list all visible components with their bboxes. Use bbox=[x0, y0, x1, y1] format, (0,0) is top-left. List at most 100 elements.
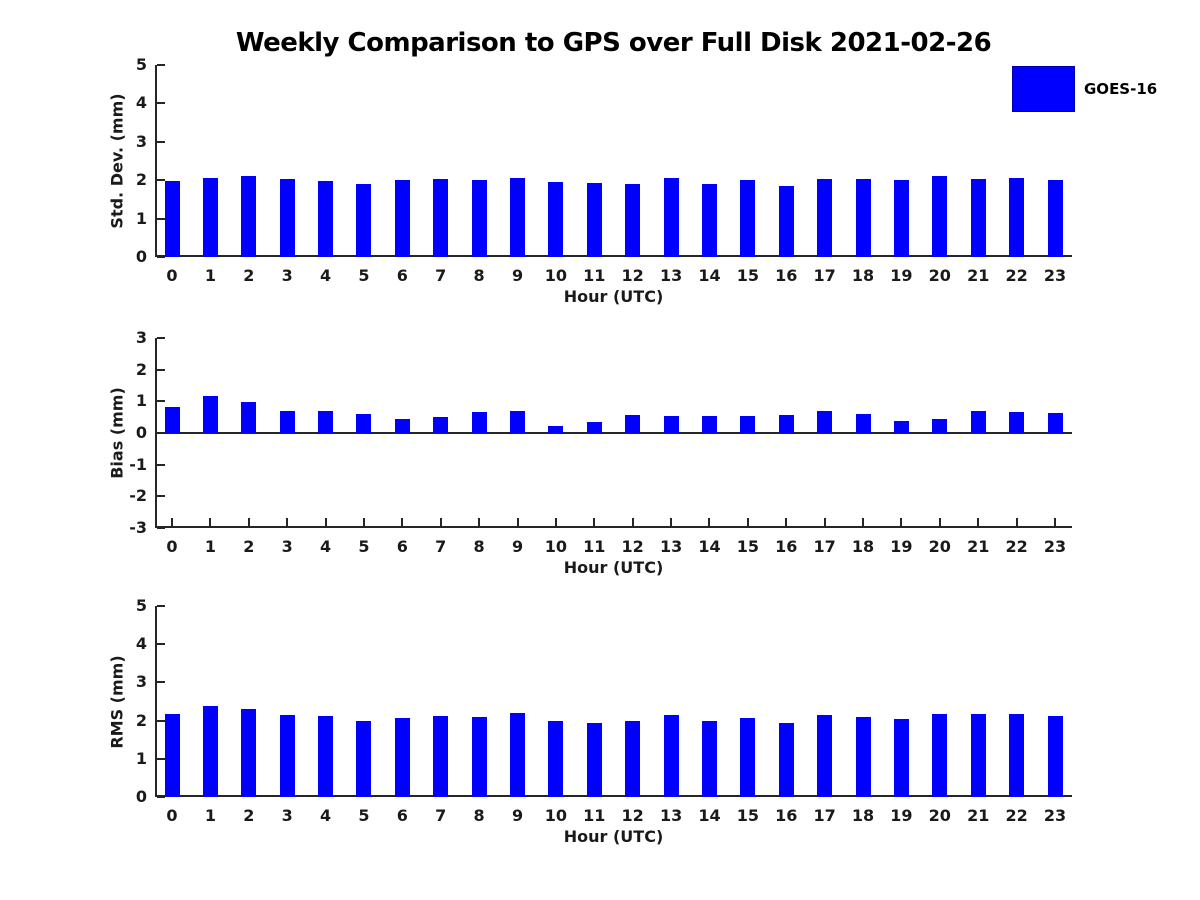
bar-bias-hour-22 bbox=[1009, 411, 1025, 433]
bar-std-dev-hour-5 bbox=[356, 184, 372, 257]
x-tick bbox=[1015, 518, 1018, 526]
bar-rms-hour-17 bbox=[817, 715, 833, 797]
x-tick-label: 4 bbox=[319, 266, 332, 285]
y-tick-label: -3 bbox=[129, 518, 147, 537]
x-tick-label: 11 bbox=[583, 806, 606, 825]
x-tick-label: 6 bbox=[396, 806, 408, 825]
y-tick bbox=[157, 179, 165, 182]
x-tick bbox=[439, 518, 442, 526]
x-tick-label: 16 bbox=[775, 806, 798, 825]
bar-rms-hour-13 bbox=[663, 714, 679, 797]
x-tick-label: 21 bbox=[967, 537, 990, 556]
x-tick-label: 1 bbox=[204, 266, 216, 285]
bar-rms-hour-15 bbox=[740, 717, 756, 797]
x-tick-label: 4 bbox=[319, 806, 332, 825]
x-tick-label: 11 bbox=[583, 266, 606, 285]
y-tick-label: 3 bbox=[135, 131, 147, 151]
y-tick-label: 5 bbox=[135, 55, 147, 74]
x-tick-label: 7 bbox=[435, 266, 447, 285]
x-tick-label: 13 bbox=[659, 537, 683, 556]
x-tick bbox=[708, 518, 711, 526]
x-tick-label: 12 bbox=[621, 537, 644, 556]
bar-std-dev-hour-21 bbox=[970, 178, 986, 257]
x-tick bbox=[324, 518, 327, 526]
subplot-rms: RMS (mm) Hour (UTC) 0 1 2 3 4 5 0 1 2 3 4 5 6 7 8 9 10 11… bbox=[108, 598, 1072, 846]
x-tick-label: 8 bbox=[473, 266, 485, 285]
y-axis-label: Std. Dev. (mm) bbox=[107, 93, 127, 229]
x-tick-label: 4 bbox=[319, 537, 332, 556]
bar-bias-hour-8 bbox=[471, 411, 487, 433]
x-tick-label: 19 bbox=[890, 806, 913, 825]
x-tick-label: 21 bbox=[967, 806, 990, 825]
x-tick bbox=[823, 518, 826, 526]
x-tick-label: 20 bbox=[928, 266, 951, 285]
y-tick-label: 1 bbox=[135, 748, 147, 768]
bar-rms-hour-11 bbox=[586, 722, 602, 797]
y-tick bbox=[157, 495, 165, 498]
y-tick bbox=[157, 463, 165, 466]
y-tick-label: 2 bbox=[135, 359, 147, 379]
x-tick-label: 17 bbox=[813, 537, 836, 556]
x-tick-label: 11 bbox=[583, 537, 606, 556]
y-tick-label: 4 bbox=[135, 634, 147, 654]
x-tick bbox=[247, 518, 250, 526]
bar-rms-hour-14 bbox=[701, 721, 717, 797]
bar-rms-hour-0 bbox=[164, 714, 180, 797]
x-tick-label: 14 bbox=[698, 537, 721, 556]
bar-rms-hour-1 bbox=[202, 706, 218, 797]
x-tick bbox=[746, 518, 749, 526]
y-tick-label: 5 bbox=[135, 596, 147, 615]
y-tick bbox=[157, 400, 165, 403]
x-tick bbox=[401, 518, 404, 526]
x-tick-label: 3 bbox=[281, 537, 293, 556]
bar-std-dev-hour-4 bbox=[318, 180, 334, 257]
x-tick bbox=[977, 518, 980, 526]
bar-bias-hour-19 bbox=[893, 421, 909, 433]
y-tick-label: 3 bbox=[135, 328, 147, 347]
bar-bias-hour-10 bbox=[548, 425, 564, 433]
x-axis-label: Hour (UTC) bbox=[563, 558, 664, 577]
x-tick bbox=[593, 518, 596, 526]
bar-bias-hour-5 bbox=[356, 413, 372, 433]
x-tick-label: 18 bbox=[851, 266, 875, 285]
x-tick bbox=[554, 518, 557, 526]
bar-std-dev-hour-3 bbox=[279, 179, 295, 257]
bar-std-dev-hour-8 bbox=[471, 179, 487, 257]
x-tick bbox=[900, 518, 903, 526]
bar-rms-hour-6 bbox=[394, 718, 410, 797]
bar-std-dev-hour-17 bbox=[817, 179, 833, 257]
x-tick-label: 10 bbox=[544, 266, 568, 285]
bar-bias-hour-15 bbox=[740, 416, 756, 433]
bar-std-dev-hour-10 bbox=[548, 182, 564, 257]
bar-bias-hour-18 bbox=[855, 413, 871, 433]
y-tick-label: -1 bbox=[129, 454, 147, 474]
bar-std-dev-hour-20 bbox=[932, 175, 948, 257]
legend-label: GOES-16 bbox=[1084, 80, 1158, 98]
bar-rms-hour-3 bbox=[279, 714, 295, 797]
x-tick-label: 0 bbox=[166, 266, 178, 285]
y-tick bbox=[157, 64, 165, 66]
bar-rms-hour-10 bbox=[548, 721, 564, 797]
x-tick-label: 23 bbox=[1043, 806, 1067, 825]
x-tick-label: 23 bbox=[1043, 266, 1067, 285]
bar-bias-hour-20 bbox=[932, 418, 948, 433]
bar-std-dev-hour-15 bbox=[740, 180, 756, 257]
x-tick-label: 1 bbox=[204, 537, 216, 556]
x-tick bbox=[478, 518, 481, 526]
y-tick-label: 2 bbox=[135, 170, 147, 190]
bar-std-dev-hour-6 bbox=[394, 179, 410, 257]
bar-bias-hour-6 bbox=[394, 418, 410, 433]
x-axis-label: Hour (UTC) bbox=[563, 827, 664, 846]
x-tick bbox=[785, 518, 788, 526]
x-tick bbox=[362, 518, 365, 526]
legend-swatch-goes16 bbox=[1012, 66, 1075, 112]
x-tick bbox=[209, 518, 212, 526]
subplot-bias: Bias (mm) Hour (UTC) -3 -2 -1 0 1 2 3 0 1 2 3 4 5 6 7 8… bbox=[108, 330, 1072, 577]
bar-std-dev-hour-23 bbox=[1047, 179, 1063, 257]
x-tick-label: 0 bbox=[166, 806, 178, 825]
x-tick-label: 16 bbox=[775, 537, 798, 556]
bar-rms-hour-18 bbox=[855, 716, 871, 797]
bar-rms-hour-5 bbox=[356, 721, 372, 797]
bar-bias-hour-1 bbox=[202, 396, 218, 433]
